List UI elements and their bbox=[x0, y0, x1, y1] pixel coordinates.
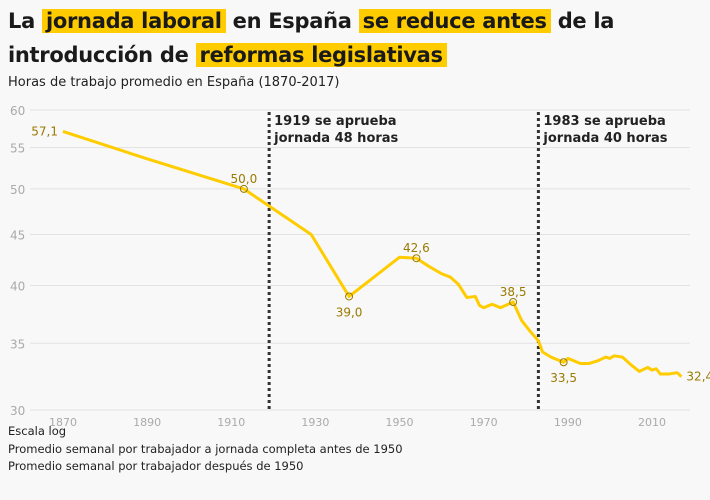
data-label: 50,0 bbox=[231, 172, 258, 186]
data-label: 33,5 bbox=[550, 371, 577, 385]
x-tick-label: 1970 bbox=[470, 416, 498, 429]
chart-title: La jornada laboral en España se reduce a… bbox=[8, 4, 708, 72]
x-tick-label: 1990 bbox=[554, 416, 582, 429]
title-highlight: reformas legislativas bbox=[195, 43, 447, 67]
note: Escala log bbox=[8, 424, 67, 438]
title-text: de la introducción de bbox=[8, 9, 615, 67]
data-point-marker bbox=[345, 292, 354, 301]
note: Promedio semanal por trabajador después … bbox=[8, 459, 304, 473]
annotation-text: 1983 se aprueba bbox=[543, 114, 665, 129]
y-tick-label: 40 bbox=[10, 279, 25, 293]
y-tick-label: 55 bbox=[10, 142, 25, 156]
x-tick-label: 1950 bbox=[386, 416, 414, 429]
title-highlight: jornada laboral bbox=[41, 9, 226, 33]
data-label: 32,4 bbox=[686, 370, 710, 384]
annotation-text: jornada 40 horas bbox=[542, 131, 667, 146]
x-tick-label: 1930 bbox=[301, 416, 329, 429]
x-tick-label: 1870 bbox=[49, 416, 77, 429]
data-point-marker bbox=[559, 358, 568, 367]
chart-notes: Escala log Promedio semanal por trabajad… bbox=[8, 423, 403, 476]
data-label: 42,6 bbox=[403, 241, 430, 255]
x-tick-label: 1890 bbox=[133, 416, 161, 429]
y-tick-label: 35 bbox=[10, 337, 25, 351]
y-tick-label: 60 bbox=[10, 104, 25, 118]
series-line bbox=[62, 130, 683, 378]
title-text: La bbox=[8, 9, 42, 33]
note: Promedio semanal por trabajador a jornad… bbox=[8, 441, 403, 456]
x-tick-label: 2010 bbox=[638, 416, 666, 429]
data-label: 39,0 bbox=[336, 305, 363, 319]
data-label: 38,5 bbox=[500, 285, 527, 299]
annotation-text: jornada 48 horas bbox=[273, 131, 398, 146]
data-point-marker bbox=[239, 184, 248, 193]
title-highlight: se reduce antes bbox=[358, 9, 551, 33]
data-label: 57,1 bbox=[31, 124, 58, 138]
data-point-marker bbox=[509, 298, 518, 307]
annotation-text: 1919 se aprueba bbox=[274, 114, 396, 129]
y-tick-label: 45 bbox=[10, 229, 25, 243]
title-text: en España bbox=[225, 9, 359, 33]
y-tick-label: 50 bbox=[10, 183, 25, 197]
y-tick-label: 30 bbox=[10, 404, 25, 418]
x-tick-label: 1910 bbox=[217, 416, 245, 429]
chart-subtitle: Horas de trabajo promedio en España (187… bbox=[8, 75, 340, 90]
data-point-marker bbox=[412, 254, 421, 263]
